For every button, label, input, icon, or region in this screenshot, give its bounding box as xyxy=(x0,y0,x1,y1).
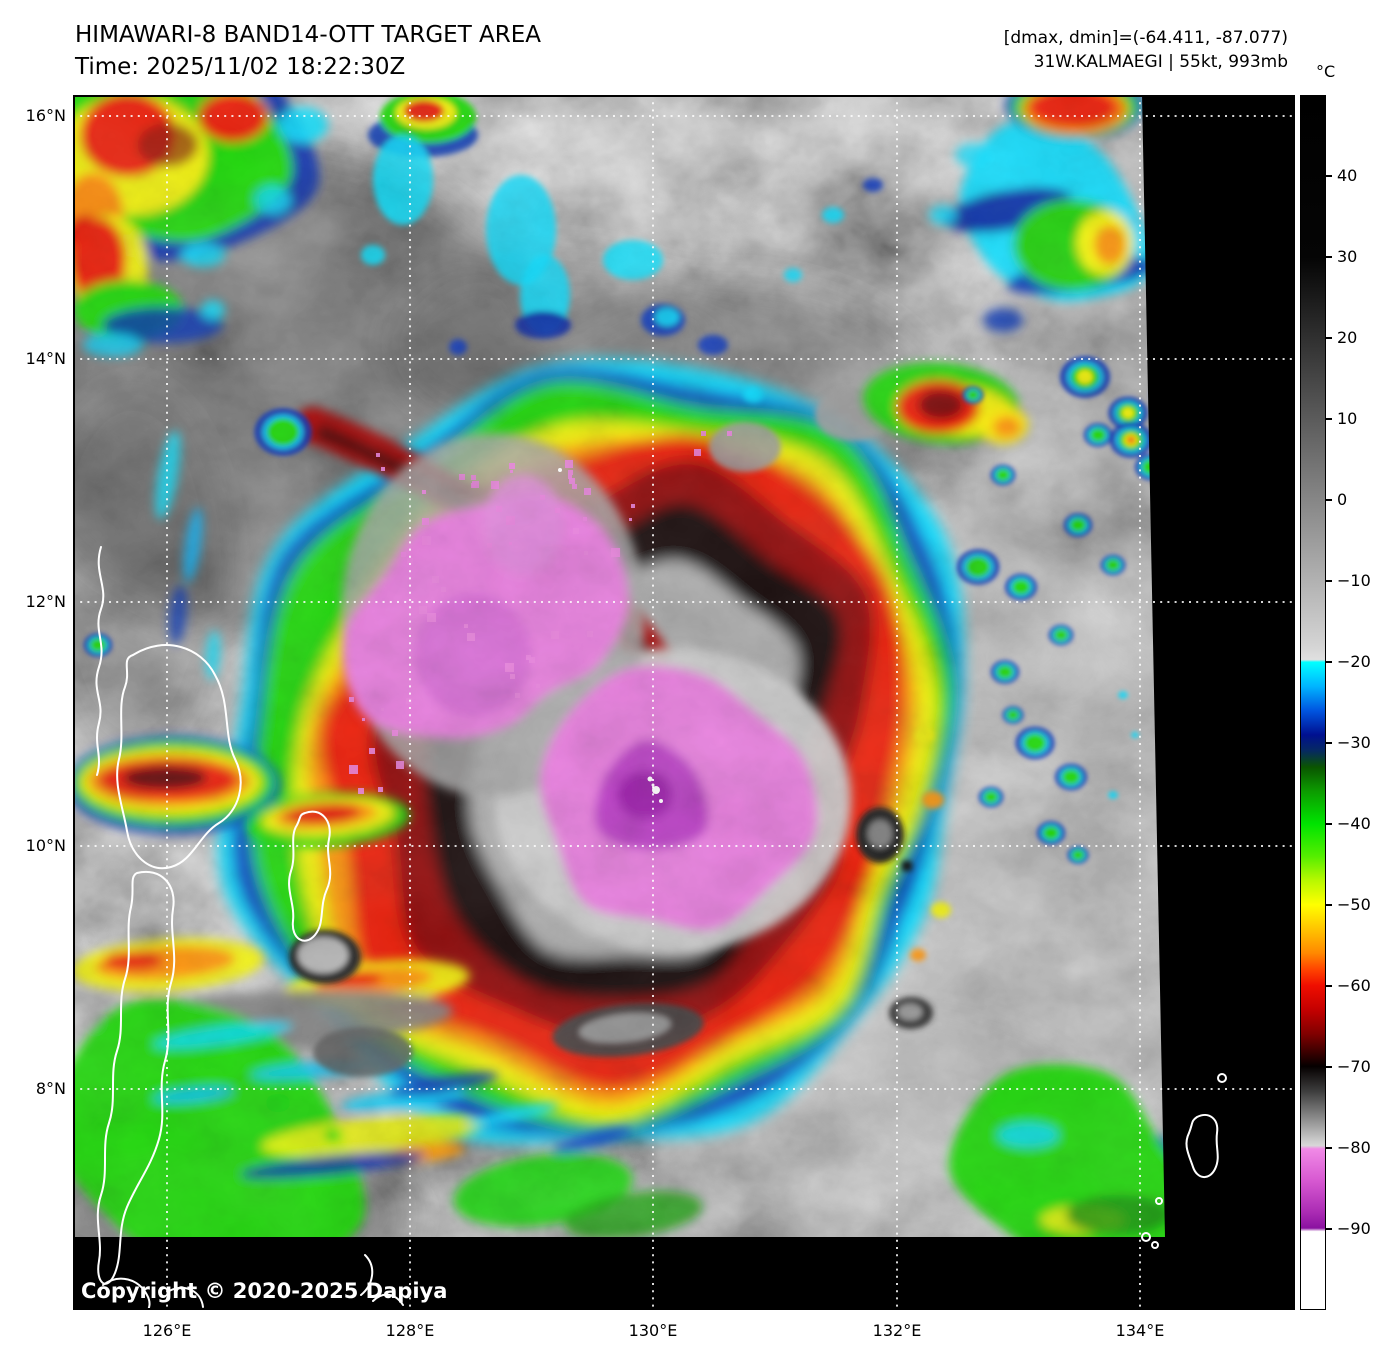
coastline-overlay xyxy=(95,546,1227,1310)
colorbar-tick xyxy=(1326,580,1332,582)
satellite-map: Copyright © 2020-2025 Dapiya xyxy=(73,95,1295,1310)
colorbar-tick-label: 0 xyxy=(1337,490,1348,509)
copyright-notice: Copyright © 2020-2025 Dapiya xyxy=(81,1279,448,1303)
colorbar-tick xyxy=(1326,256,1332,258)
colorbar-tick-label: 30 xyxy=(1337,247,1358,266)
lat-lon-gridlines xyxy=(73,95,1295,1310)
colorbar-tick xyxy=(1326,904,1332,906)
lat-tick-label: 12°N xyxy=(25,592,66,611)
colorbar-tick-label: −60 xyxy=(1337,976,1371,995)
colorbar-tick-label: −50 xyxy=(1337,895,1371,914)
colorbar-tick xyxy=(1326,1228,1332,1230)
colorbar-tick xyxy=(1326,418,1332,420)
typhoon-kalmaegi-cloud-field xyxy=(73,95,1165,1237)
lon-tick-label: 126°E xyxy=(142,1321,192,1340)
lon-tick-label: 128°E xyxy=(385,1321,435,1340)
colorbar-tick xyxy=(1326,823,1332,825)
lon-tick-label: 130°E xyxy=(628,1321,678,1340)
map-border xyxy=(73,95,1295,1310)
dmax-dmin-readout: [dmax, dmin]=(-64.411, -87.077) xyxy=(1003,28,1288,48)
lon-tick-label: 134°E xyxy=(1115,1321,1165,1340)
colorbar-tick-label: −30 xyxy=(1337,733,1371,752)
colorbar-tick xyxy=(1326,1066,1332,1068)
colorbar-tick xyxy=(1326,661,1332,663)
lat-tick-label: 16°N xyxy=(25,106,66,125)
temperature-colorbar xyxy=(1300,95,1326,1310)
colorbar-tick xyxy=(1326,175,1332,177)
storm-info: 31W.KALMAEGI | 55kt, 993mb xyxy=(1033,52,1288,72)
colorbar-tick-label: −90 xyxy=(1337,1219,1371,1238)
colorbar-tick-label: 10 xyxy=(1337,409,1358,428)
colorbar-tick-label: −20 xyxy=(1337,652,1371,671)
colorbar-tick-label: 40 xyxy=(1337,166,1358,185)
colorbar-tick-label: −70 xyxy=(1337,1057,1371,1076)
lat-tick-label: 14°N xyxy=(25,349,66,368)
colorbar-tick-label: −40 xyxy=(1337,814,1371,833)
colorbar-tick-label: −80 xyxy=(1337,1138,1371,1157)
colorbar-tick-label: −10 xyxy=(1337,571,1371,590)
lon-tick-label: 132°E xyxy=(872,1321,922,1340)
lat-tick-label: 8°N xyxy=(35,1079,66,1098)
colorbar-tick xyxy=(1326,1147,1332,1149)
lat-tick-label: 10°N xyxy=(25,836,66,855)
colorbar-tick xyxy=(1326,499,1332,501)
timestamp: Time: 2025/11/02 18:22:30Z xyxy=(75,54,406,80)
satellite-image xyxy=(73,95,1295,1310)
colorbar-tick-label: 20 xyxy=(1337,328,1358,347)
colorbar-tick xyxy=(1326,742,1332,744)
colorbar-tick xyxy=(1326,337,1332,339)
page-title: HIMAWARI-8 BAND14-OTT TARGET AREA xyxy=(75,22,542,48)
colorbar-unit-label: °C xyxy=(1316,62,1336,81)
colorbar-tick xyxy=(1326,985,1332,987)
